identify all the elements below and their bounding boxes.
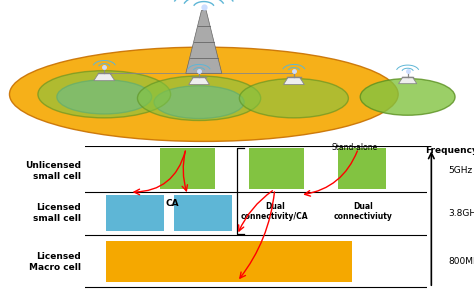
Bar bbox=[174, 195, 232, 231]
Polygon shape bbox=[283, 77, 304, 85]
Ellipse shape bbox=[38, 71, 171, 118]
Text: CA: CA bbox=[165, 199, 179, 208]
Ellipse shape bbox=[137, 76, 261, 120]
Polygon shape bbox=[399, 77, 417, 84]
Polygon shape bbox=[189, 77, 210, 85]
Text: Stand-alone: Stand-alone bbox=[332, 143, 378, 152]
Bar bbox=[249, 148, 304, 189]
Text: Dual
connectivity/CA: Dual connectivity/CA bbox=[241, 202, 309, 221]
Text: Licensed
small cell: Licensed small cell bbox=[33, 203, 81, 223]
Bar bbox=[338, 148, 386, 189]
Ellipse shape bbox=[360, 79, 455, 115]
Polygon shape bbox=[186, 10, 222, 73]
Text: Dual
connectiviuty: Dual connectiviuty bbox=[334, 202, 393, 221]
Text: Frequency: Frequency bbox=[425, 146, 474, 155]
Ellipse shape bbox=[239, 79, 348, 118]
Text: 5GHz: 5GHz bbox=[448, 166, 473, 175]
Bar bbox=[106, 241, 352, 282]
Ellipse shape bbox=[9, 47, 398, 141]
Bar bbox=[106, 195, 164, 231]
Text: Licensed
Macro cell: Licensed Macro cell bbox=[29, 252, 81, 272]
Text: 800MHz: 800MHz bbox=[448, 258, 474, 266]
Ellipse shape bbox=[154, 86, 244, 118]
Bar bbox=[160, 148, 215, 189]
Polygon shape bbox=[94, 73, 115, 81]
Text: Unlicensed
small cell: Unlicensed small cell bbox=[25, 161, 81, 181]
Text: 3.8GHz: 3.8GHz bbox=[448, 209, 474, 218]
Ellipse shape bbox=[57, 80, 152, 114]
